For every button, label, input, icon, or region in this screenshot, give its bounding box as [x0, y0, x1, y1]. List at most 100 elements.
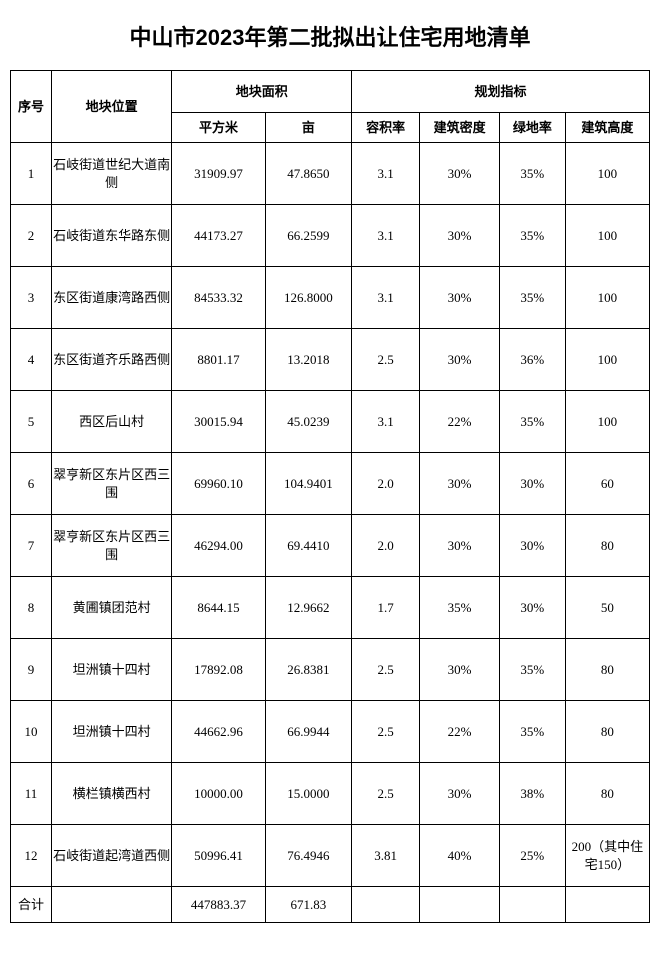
cell-far: 2.0	[352, 453, 420, 515]
cell-mu: 126.8000	[265, 267, 351, 329]
cell-height: 100	[565, 205, 649, 267]
header-density: 建筑密度	[420, 113, 500, 143]
cell-sqm: 30015.94	[172, 391, 265, 453]
cell-height: 100	[565, 267, 649, 329]
cell-seq: 11	[11, 763, 52, 825]
table-row: 10坦洲镇十四村44662.9666.99442.522%35%80	[11, 701, 650, 763]
land-list-document: 中山市2023年第二批拟出让住宅用地清单 序号 地块位置 地块面积 规划指标 平…	[0, 0, 660, 933]
cell-location: 坦洲镇十四村	[51, 701, 172, 763]
cell-location: 翠亨新区东片区西三围	[51, 515, 172, 577]
cell-height: 80	[565, 515, 649, 577]
cell-density: 35%	[420, 577, 500, 639]
table-row: 5西区后山村30015.9445.02393.122%35%100	[11, 391, 650, 453]
cell-green: 36%	[499, 329, 565, 391]
cell-green: 38%	[499, 763, 565, 825]
cell-location: 翠亨新区东片区西三围	[51, 453, 172, 515]
cell-density: 30%	[420, 515, 500, 577]
header-area-group: 地块面积	[172, 71, 352, 113]
cell-seq: 3	[11, 267, 52, 329]
cell-total-green	[499, 887, 565, 923]
cell-far: 3.1	[352, 267, 420, 329]
table-header: 序号 地块位置 地块面积 规划指标 平方米 亩 容积率 建筑密度 绿地率 建筑高…	[11, 71, 650, 143]
cell-height: 80	[565, 763, 649, 825]
cell-total-label: 合计	[11, 887, 52, 923]
cell-green: 30%	[499, 515, 565, 577]
cell-location: 石岐街道世纪大道南侧	[51, 143, 172, 205]
table-row: 4东区街道齐乐路西侧8801.1713.20182.530%36%100	[11, 329, 650, 391]
cell-height: 60	[565, 453, 649, 515]
cell-density: 22%	[420, 391, 500, 453]
cell-sqm: 84533.32	[172, 267, 265, 329]
cell-location: 石岐街道起湾道西侧	[51, 825, 172, 887]
cell-mu: 15.0000	[265, 763, 351, 825]
table-row: 9坦洲镇十四村17892.0826.83812.530%35%80	[11, 639, 650, 701]
cell-location: 东区街道齐乐路西侧	[51, 329, 172, 391]
cell-green: 35%	[499, 391, 565, 453]
cell-height: 80	[565, 639, 649, 701]
cell-height: 100	[565, 143, 649, 205]
cell-mu: 13.2018	[265, 329, 351, 391]
cell-height: 50	[565, 577, 649, 639]
cell-far: 2.5	[352, 763, 420, 825]
cell-density: 30%	[420, 639, 500, 701]
cell-location: 横栏镇横西村	[51, 763, 172, 825]
cell-sqm: 46294.00	[172, 515, 265, 577]
cell-green: 30%	[499, 453, 565, 515]
cell-mu: 104.9401	[265, 453, 351, 515]
cell-seq: 5	[11, 391, 52, 453]
cell-far: 3.1	[352, 143, 420, 205]
cell-mu: 47.8650	[265, 143, 351, 205]
cell-total-sqm: 447883.37	[172, 887, 265, 923]
cell-mu: 26.8381	[265, 639, 351, 701]
land-table: 序号 地块位置 地块面积 规划指标 平方米 亩 容积率 建筑密度 绿地率 建筑高…	[10, 70, 650, 923]
cell-far: 2.5	[352, 639, 420, 701]
cell-sqm: 17892.08	[172, 639, 265, 701]
cell-total-height	[565, 887, 649, 923]
table-row: 8黄圃镇团范村8644.1512.96621.735%30%50	[11, 577, 650, 639]
cell-seq: 12	[11, 825, 52, 887]
cell-sqm: 8644.15	[172, 577, 265, 639]
cell-height: 100	[565, 329, 649, 391]
cell-density: 22%	[420, 701, 500, 763]
cell-green: 35%	[499, 205, 565, 267]
table-row: 3东区街道康湾路西侧84533.32126.80003.130%35%100	[11, 267, 650, 329]
header-far: 容积率	[352, 113, 420, 143]
cell-sqm: 44173.27	[172, 205, 265, 267]
table-total-row: 合计 447883.37671.83	[11, 887, 650, 923]
cell-density: 30%	[420, 329, 500, 391]
header-mu: 亩	[265, 113, 351, 143]
cell-seq: 7	[11, 515, 52, 577]
table-row: 11横栏镇横西村10000.0015.00002.530%38%80	[11, 763, 650, 825]
cell-density: 30%	[420, 453, 500, 515]
cell-location: 黄圃镇团范村	[51, 577, 172, 639]
cell-sqm: 69960.10	[172, 453, 265, 515]
cell-green: 35%	[499, 143, 565, 205]
table-row: 2石岐街道东华路东侧44173.2766.25993.130%35%100	[11, 205, 650, 267]
header-sqm: 平方米	[172, 113, 265, 143]
cell-sqm: 44662.96	[172, 701, 265, 763]
cell-mu: 69.4410	[265, 515, 351, 577]
cell-total-far	[352, 887, 420, 923]
cell-far: 3.1	[352, 205, 420, 267]
cell-location: 西区后山村	[51, 391, 172, 453]
cell-sqm: 10000.00	[172, 763, 265, 825]
cell-height: 80	[565, 701, 649, 763]
cell-far: 3.1	[352, 391, 420, 453]
cell-far: 1.7	[352, 577, 420, 639]
header-location: 地块位置	[51, 71, 172, 143]
cell-location: 坦洲镇十四村	[51, 639, 172, 701]
cell-height: 200（其中住宅150）	[565, 825, 649, 887]
cell-total-location	[51, 887, 172, 923]
cell-green: 35%	[499, 701, 565, 763]
cell-green: 25%	[499, 825, 565, 887]
cell-seq: 1	[11, 143, 52, 205]
cell-location: 石岐街道东华路东侧	[51, 205, 172, 267]
cell-far: 2.5	[352, 329, 420, 391]
table-row: 6翠亨新区东片区西三围69960.10104.94012.030%30%60	[11, 453, 650, 515]
cell-seq: 6	[11, 453, 52, 515]
cell-seq: 4	[11, 329, 52, 391]
cell-mu: 76.4946	[265, 825, 351, 887]
cell-mu: 12.9662	[265, 577, 351, 639]
cell-density: 30%	[420, 205, 500, 267]
cell-total-mu: 671.83	[265, 887, 351, 923]
